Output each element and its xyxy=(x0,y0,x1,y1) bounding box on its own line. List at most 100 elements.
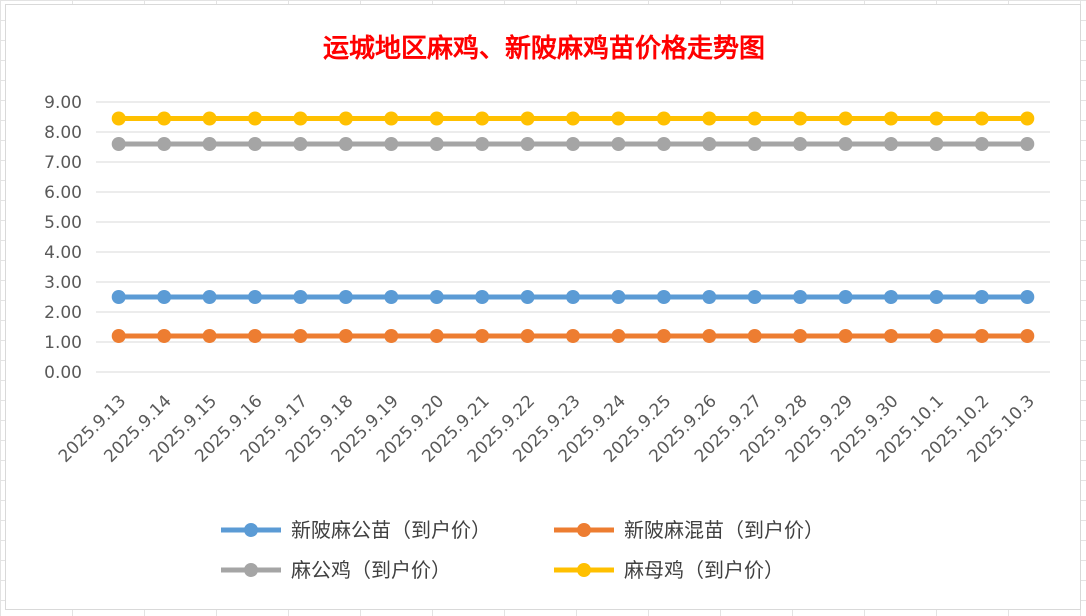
data-point xyxy=(157,329,172,343)
x-axis-ticks: 2025.9.132025.9.142025.9.152025.9.162025… xyxy=(55,391,1039,466)
data-point xyxy=(929,329,944,343)
price-trend-chart: 运城地区麻鸡、新陂麻鸡苗价格走势图 0.00 1.00 2.00 3.00 4.00 5.… xyxy=(44,33,1050,582)
data-point xyxy=(656,329,671,343)
data-point xyxy=(656,290,671,304)
y-tick-label: 2.00 xyxy=(44,303,82,323)
data-point xyxy=(884,111,898,126)
data-point xyxy=(384,111,399,126)
data-point xyxy=(884,290,898,304)
legend-item-3[interactable]: 麻母鸡（到户价） xyxy=(554,558,784,582)
legend-item-1[interactable]: 新陂麻混苗（到户价） xyxy=(554,518,824,542)
data-point xyxy=(793,137,808,151)
legend: 新陂麻公苗（到户价） 新陂麻混苗（到户价） 麻公鸡（到户价） 麻母鸡（到户价） xyxy=(221,518,824,582)
data-point xyxy=(838,111,853,126)
data-point xyxy=(566,137,580,151)
data-point xyxy=(111,137,126,151)
data-point xyxy=(656,111,671,126)
series-0 xyxy=(111,290,1035,304)
data-point xyxy=(974,111,989,126)
data-point xyxy=(747,290,762,304)
data-point xyxy=(611,329,626,343)
legend-swatch-marker xyxy=(244,523,258,537)
data-point xyxy=(475,290,490,304)
data-point xyxy=(429,111,444,126)
data-point xyxy=(520,329,535,343)
data-point xyxy=(929,137,944,151)
legend-swatch-marker xyxy=(577,563,591,577)
legend-item-0[interactable]: 新陂麻公苗（到户价） xyxy=(221,518,491,542)
y-tick-label: 3.00 xyxy=(44,273,82,293)
data-point xyxy=(338,137,353,151)
data-point xyxy=(248,290,262,304)
data-point xyxy=(1020,111,1035,126)
legend-label: 新陂麻公苗（到户价） xyxy=(291,518,491,542)
data-point xyxy=(384,329,399,343)
y-tick-label: 1.00 xyxy=(44,333,82,353)
data-point xyxy=(793,329,808,343)
data-point xyxy=(157,137,172,151)
data-point xyxy=(884,137,898,151)
data-point xyxy=(157,111,172,126)
data-point xyxy=(1020,137,1035,151)
chart-area[interactable]: 运城地区麻鸡、新陂麻鸡苗价格走势图 0.00 1.00 2.00 3.00 4.00 5.… xyxy=(5,4,1081,610)
data-point xyxy=(793,111,808,126)
chart-title: 运城地区麻鸡、新陂麻鸡苗价格走势图 xyxy=(323,33,765,64)
data-point xyxy=(838,137,853,151)
data-point xyxy=(293,329,308,343)
data-point xyxy=(611,137,626,151)
data-point xyxy=(338,290,353,304)
data-point xyxy=(974,329,989,343)
data-point xyxy=(384,137,399,151)
data-point xyxy=(929,111,944,126)
data-point xyxy=(974,137,989,151)
y-tick-label: 0.00 xyxy=(44,363,82,383)
series-lines xyxy=(111,111,1035,343)
data-point xyxy=(429,137,444,151)
data-point xyxy=(429,329,444,343)
data-point xyxy=(202,290,217,304)
data-point xyxy=(566,329,580,343)
data-point xyxy=(566,111,580,126)
data-point xyxy=(656,137,671,151)
series-2 xyxy=(111,137,1035,151)
data-point xyxy=(384,290,399,304)
data-point xyxy=(202,111,217,126)
y-tick-label: 8.00 xyxy=(44,123,82,143)
data-point xyxy=(793,290,808,304)
data-point xyxy=(702,290,717,304)
series-3 xyxy=(111,111,1035,126)
legend-item-2[interactable]: 麻公鸡（到户价） xyxy=(221,558,451,582)
data-point xyxy=(338,329,353,343)
legend-label: 麻母鸡（到户价） xyxy=(624,558,784,582)
legend-label: 新陂麻混苗（到户价） xyxy=(624,518,824,542)
data-point xyxy=(702,137,717,151)
data-point xyxy=(111,111,126,126)
legend-swatch-marker xyxy=(577,523,591,537)
data-point xyxy=(838,290,853,304)
y-tick-label: 4.00 xyxy=(44,243,82,263)
data-point xyxy=(702,111,717,126)
data-point xyxy=(1020,290,1035,304)
data-point xyxy=(747,329,762,343)
y-axis-ticks: 0.00 1.00 2.00 3.00 4.00 5.00 6.00 7.00 8.00 9.00 xyxy=(44,93,82,383)
data-point xyxy=(520,111,535,126)
y-tick-label: 6.00 xyxy=(44,183,82,203)
y-tick-label: 5.00 xyxy=(44,213,82,233)
data-point xyxy=(929,290,944,304)
data-point xyxy=(974,290,989,304)
data-point xyxy=(202,329,217,343)
legend-swatch-marker xyxy=(244,563,258,577)
data-point xyxy=(475,329,490,343)
data-point xyxy=(520,137,535,151)
data-point xyxy=(111,290,126,304)
data-point xyxy=(611,111,626,126)
data-point xyxy=(611,290,626,304)
data-point xyxy=(429,290,444,304)
data-point xyxy=(475,111,490,126)
data-point xyxy=(747,137,762,151)
data-point xyxy=(1020,329,1035,343)
data-point xyxy=(202,137,217,151)
legend-label: 麻公鸡（到户价） xyxy=(291,558,451,582)
data-point xyxy=(248,329,262,343)
data-point xyxy=(111,329,126,343)
